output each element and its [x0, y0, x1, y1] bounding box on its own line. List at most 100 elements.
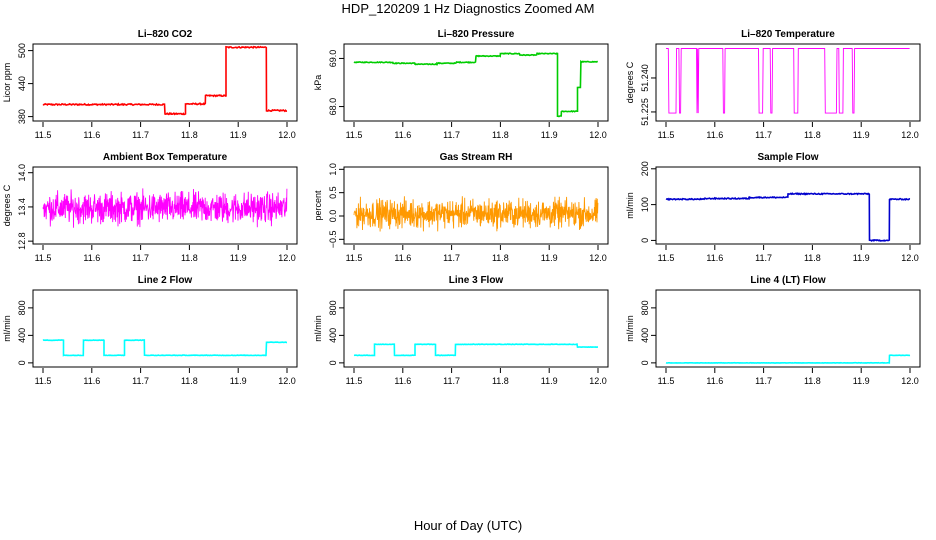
y-tick-label: 800	[328, 300, 338, 315]
panel-title: Li–820 CO2	[138, 29, 193, 40]
panel-title: Ambient Box Temperature	[103, 152, 228, 163]
y-axis-label: kPa	[313, 75, 323, 91]
series-line	[353, 196, 599, 232]
panel-3: Li–820 Temperature 11.5 11.6 11.7 11.8 11.9 12…	[625, 29, 921, 140]
plot-frame	[343, 166, 609, 245]
panel-4: Ambient Box Temperature 11.5 11.6 11.7 11.8 1…	[2, 152, 298, 263]
series-line	[665, 354, 911, 364]
panel-title: Line 3 Flow	[449, 275, 504, 286]
panel-6: Sample Flow 11.5 11.6 11.7 11.8 11.9 12.0 0 100 2…	[625, 152, 921, 263]
plot-frame	[32, 289, 298, 368]
x-tick-label: 11.9	[230, 253, 247, 263]
y-tick-label: 14.0	[17, 164, 27, 182]
x-tick-label: 11.5	[658, 253, 675, 263]
y-tick-label: −0.5	[328, 230, 338, 248]
x-tick-label: 11.9	[853, 376, 870, 386]
y-tick-label: 200	[640, 161, 650, 176]
y-tick-label: 500	[17, 43, 27, 58]
x-tick-label: 12.0	[278, 376, 296, 386]
panel-title: Line 4 (LT) Flow	[750, 275, 826, 286]
x-tick-label: 12.0	[278, 253, 296, 263]
y-axis-label: ml/min	[313, 315, 323, 342]
panel-title: Li–820 Temperature	[741, 29, 835, 40]
panel-2: Li–820 Pressure 11.5 11.6 11.7 11.8 11.9 12.0 6…	[313, 29, 609, 140]
x-tick-label: 11.8	[492, 130, 509, 140]
x-tick-label: 11.5	[658, 376, 675, 386]
x-tick-label: 11.9	[230, 130, 247, 140]
y-tick-label: 1.0	[328, 163, 338, 176]
panel-title: Gas Stream RH	[440, 152, 513, 163]
plot-frame	[32, 43, 298, 122]
y-tick-label: 69.0	[328, 50, 338, 68]
figure-title: HDP_120209 1 Hz Diagnostics Zoomed AM	[341, 1, 595, 16]
x-tick-label: 11.6	[706, 376, 723, 386]
y-tick-label: 380	[17, 109, 27, 124]
series-line	[353, 343, 598, 357]
series-line	[665, 192, 911, 243]
x-tick-label: 11.6	[706, 253, 723, 263]
plot-frame	[32, 166, 298, 245]
x-tick-label: 11.5	[35, 130, 52, 140]
x-tick-label: 11.6	[394, 376, 411, 386]
y-axis-label: ml/min	[625, 315, 635, 342]
x-tick-label: 11.5	[35, 253, 52, 263]
y-tick-label: 68.0	[328, 98, 338, 116]
x-tick-label: 11.9	[853, 253, 870, 263]
x-tick-label: 12.0	[901, 376, 919, 386]
x-tick-label: 12.0	[589, 376, 607, 386]
y-axis-label: degrees C	[2, 184, 12, 226]
x-tick-label: 11.9	[230, 376, 247, 386]
x-tick-label: 12.0	[901, 130, 919, 140]
x-tick-label: 11.6	[394, 253, 411, 263]
y-tick-label: 800	[640, 300, 650, 315]
x-tick-label: 11.8	[804, 376, 821, 386]
series-line	[42, 188, 288, 228]
x-tick-label: 11.8	[804, 253, 821, 263]
x-tick-label: 11.7	[132, 253, 149, 263]
y-tick-label: 0.0	[328, 210, 338, 223]
y-tick-label: 0	[640, 360, 650, 365]
y-tick-label: 51.240	[640, 64, 650, 92]
y-axis-label: percent	[313, 190, 323, 221]
panel-8: Line 3 Flow 11.5 11.6 11.7 11.8 11.9 12.0 0 400 8…	[313, 275, 609, 386]
panel-7: Line 2 Flow 11.5 11.6 11.7 11.8 11.9 12.0 0 400 8…	[2, 275, 298, 386]
y-tick-label: 400	[640, 328, 650, 343]
x-tick-label: 12.0	[901, 253, 919, 263]
y-tick-label: 800	[17, 300, 27, 315]
y-tick-label: 12.8	[17, 232, 27, 250]
panel-5: Gas Stream RH 11.5 11.6 11.7 11.8 11.9 12.0 −0.…	[313, 152, 609, 263]
x-tick-label: 11.9	[541, 376, 558, 386]
plot-frame	[343, 43, 609, 122]
x-tick-label: 12.0	[589, 130, 607, 140]
x-axis-label: Hour of Day (UTC)	[413, 518, 523, 533]
x-tick-label: 11.7	[755, 376, 772, 386]
y-tick-label: 400	[17, 328, 27, 343]
y-tick-label: 100	[640, 197, 650, 212]
plot-frame	[655, 166, 921, 245]
plot-frame	[343, 289, 609, 368]
plot-frame	[655, 289, 921, 368]
y-tick-label: 0.5	[328, 186, 338, 199]
x-tick-label: 11.7	[132, 376, 149, 386]
series-line	[353, 52, 598, 118]
y-axis-label: ml/min	[625, 192, 635, 219]
x-tick-label: 11.7	[755, 130, 772, 140]
y-tick-label: 0	[640, 238, 650, 243]
x-tick-label: 11.5	[35, 376, 52, 386]
series-line	[42, 45, 288, 116]
x-tick-label: 11.5	[658, 130, 675, 140]
x-tick-label: 12.0	[278, 130, 296, 140]
x-tick-label: 11.6	[706, 130, 723, 140]
x-tick-label: 11.7	[443, 376, 460, 386]
y-tick-label: 440	[17, 76, 27, 91]
x-tick-label: 11.9	[541, 253, 558, 263]
panel-title: Li–820 Pressure	[438, 29, 515, 40]
x-tick-label: 11.7	[755, 253, 772, 263]
x-tick-label: 11.5	[346, 253, 363, 263]
series-line	[666, 48, 910, 114]
x-tick-label: 11.8	[492, 253, 509, 263]
x-tick-label: 11.9	[541, 130, 558, 140]
x-tick-label: 11.8	[804, 130, 821, 140]
x-tick-label: 11.8	[492, 376, 509, 386]
